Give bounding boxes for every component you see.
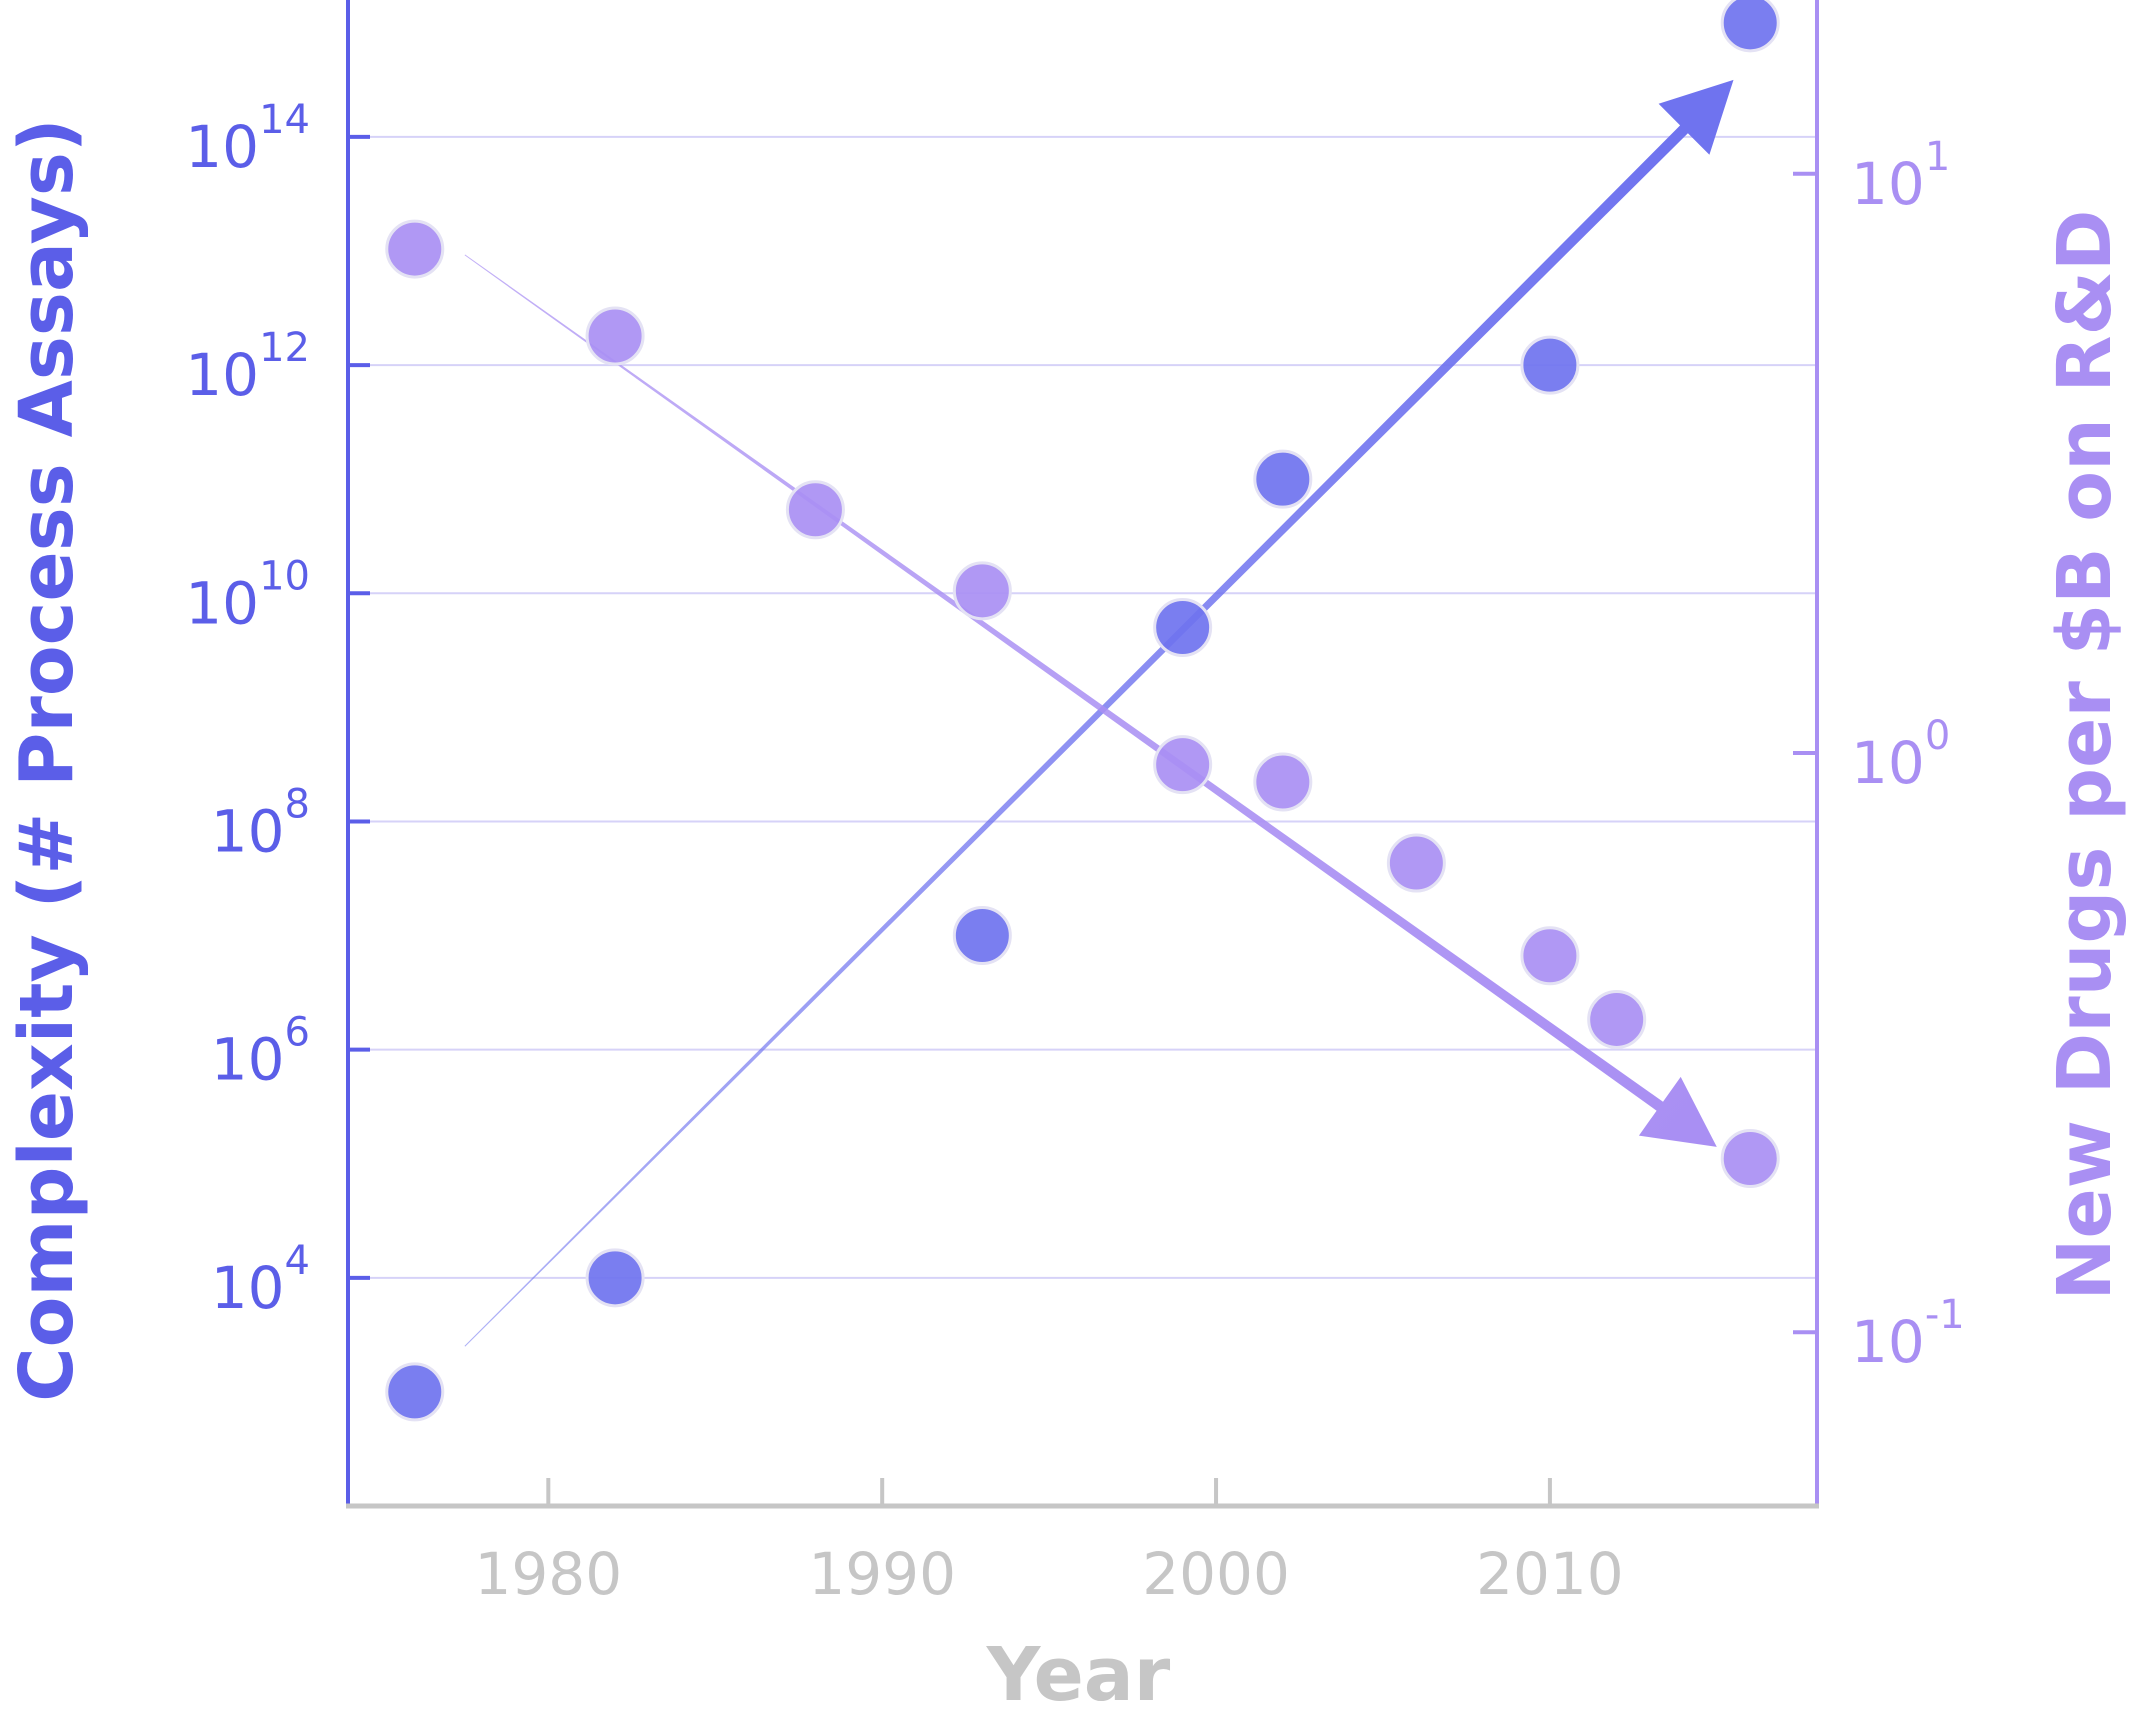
drugs-point: [1153, 735, 1213, 795]
grid-lines: [348, 135, 1817, 1279]
right-tick-label: 101: [1851, 134, 1950, 218]
drugs-point: [585, 306, 645, 366]
complexity-trend: [464, 79, 1734, 1347]
drugs-point: [385, 219, 445, 279]
complexity-point: [952, 906, 1012, 966]
x-axis-title: Year: [986, 1632, 1171, 1718]
complexity-point: [385, 1362, 445, 1422]
drugs-point: [1253, 752, 1313, 812]
left-axis-title: Complexity (# Process Assays): [4, 118, 90, 1401]
right-tick-label: 10-1: [1851, 1292, 1965, 1376]
complexity-point: [1253, 449, 1313, 509]
x-tick-label: 1990: [808, 1540, 956, 1608]
left-tick-label: 104: [211, 1238, 310, 1322]
x-tick-label: 2010: [1476, 1540, 1624, 1608]
left-tick-label: 1014: [185, 97, 310, 181]
drugs-point: [1587, 989, 1647, 1049]
left-tick-label: 106: [211, 1010, 310, 1094]
drugs-trend: [464, 254, 1717, 1147]
x-tick-label: 2000: [1142, 1540, 1290, 1608]
left-tick-label: 108: [211, 781, 310, 865]
left-tick-label: 1012: [185, 325, 310, 409]
complexity-point: [1153, 598, 1213, 657]
right-tick-label: 100: [1851, 713, 1950, 797]
left-tick-label: 1010: [185, 553, 310, 637]
axes: [346, 0, 1819, 1509]
drugs-point: [1720, 1128, 1780, 1188]
complexity-point: [1520, 335, 1580, 395]
x-tick-label: 1980: [475, 1540, 623, 1608]
complexity-point: [1720, 0, 1780, 53]
trend-arrows: [464, 79, 1734, 1347]
axis-labels: 1980 1990 2000 2010 104 106 108 1010 1012 1014 10-…: [4, 97, 2128, 1718]
data-points: [385, 0, 1780, 1422]
drugs-point: [785, 480, 845, 540]
drugs-point: [1386, 833, 1446, 893]
right-axis-title: New Drugs per $B on R&D: [2042, 210, 2128, 1301]
complexity-point: [585, 1248, 645, 1308]
drugs-point: [952, 561, 1012, 621]
drugs-point: [1520, 926, 1580, 986]
